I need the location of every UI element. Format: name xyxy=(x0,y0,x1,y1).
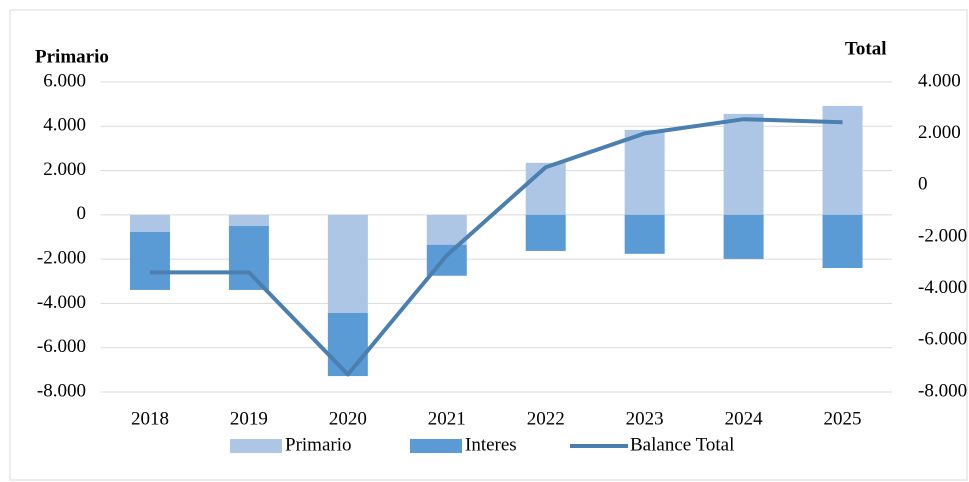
legend-swatch xyxy=(230,439,282,453)
y-tick-label: -8.000 xyxy=(37,380,86,401)
x-tick-label: 2018 xyxy=(131,408,169,429)
bar xyxy=(723,113,764,215)
legend-swatch xyxy=(410,439,462,453)
x-tick-label: 2019 xyxy=(230,408,268,429)
legend-label: Interes xyxy=(465,434,517,455)
bar xyxy=(525,214,566,251)
bar xyxy=(426,214,467,245)
bar xyxy=(822,105,863,215)
chart-border xyxy=(9,9,968,481)
bar xyxy=(228,225,269,290)
y2-tick-label: -6.000 xyxy=(918,329,967,350)
legend-label: Primario xyxy=(285,434,352,455)
y-tick-label: 0 xyxy=(77,203,87,224)
y2-tick-label: -8.000 xyxy=(918,380,967,401)
legend-label: Balance Total xyxy=(630,434,734,455)
bar xyxy=(525,162,566,215)
bar xyxy=(822,214,863,268)
y-tick-label: -4.000 xyxy=(37,292,86,313)
x-tick-label: 2020 xyxy=(329,408,367,429)
bar xyxy=(129,214,170,232)
bar xyxy=(327,312,368,377)
bar xyxy=(624,214,665,254)
x-tick-label: 2025 xyxy=(824,408,862,429)
x-tick-label: 2024 xyxy=(725,408,764,429)
y2-axis-title: Total xyxy=(845,38,887,59)
y-axis-title: Primario xyxy=(35,46,109,67)
y2-tick-label: -2.000 xyxy=(918,225,967,246)
y2-tick-label: 0 xyxy=(918,174,928,195)
y2-tick-label: 2.000 xyxy=(918,122,961,143)
bar xyxy=(624,129,665,215)
bar xyxy=(228,214,269,226)
x-tick-label: 2022 xyxy=(527,408,565,429)
bar xyxy=(129,231,170,290)
line xyxy=(149,117,843,377)
x-tick-label: 2023 xyxy=(626,408,664,429)
y2-tick-label: -4.000 xyxy=(918,277,967,298)
y2-tick-label: 4.000 xyxy=(918,70,961,91)
y-tick-label: -6.000 xyxy=(37,336,86,357)
bar xyxy=(327,214,368,313)
x-tick-label: 2021 xyxy=(428,408,466,429)
y-tick-label: 2.000 xyxy=(43,159,86,180)
y-tick-label: 4.000 xyxy=(43,115,86,136)
bar xyxy=(723,214,764,259)
y-tick-label: -2.000 xyxy=(37,248,86,269)
y-tick-label: 6.000 xyxy=(43,70,86,91)
